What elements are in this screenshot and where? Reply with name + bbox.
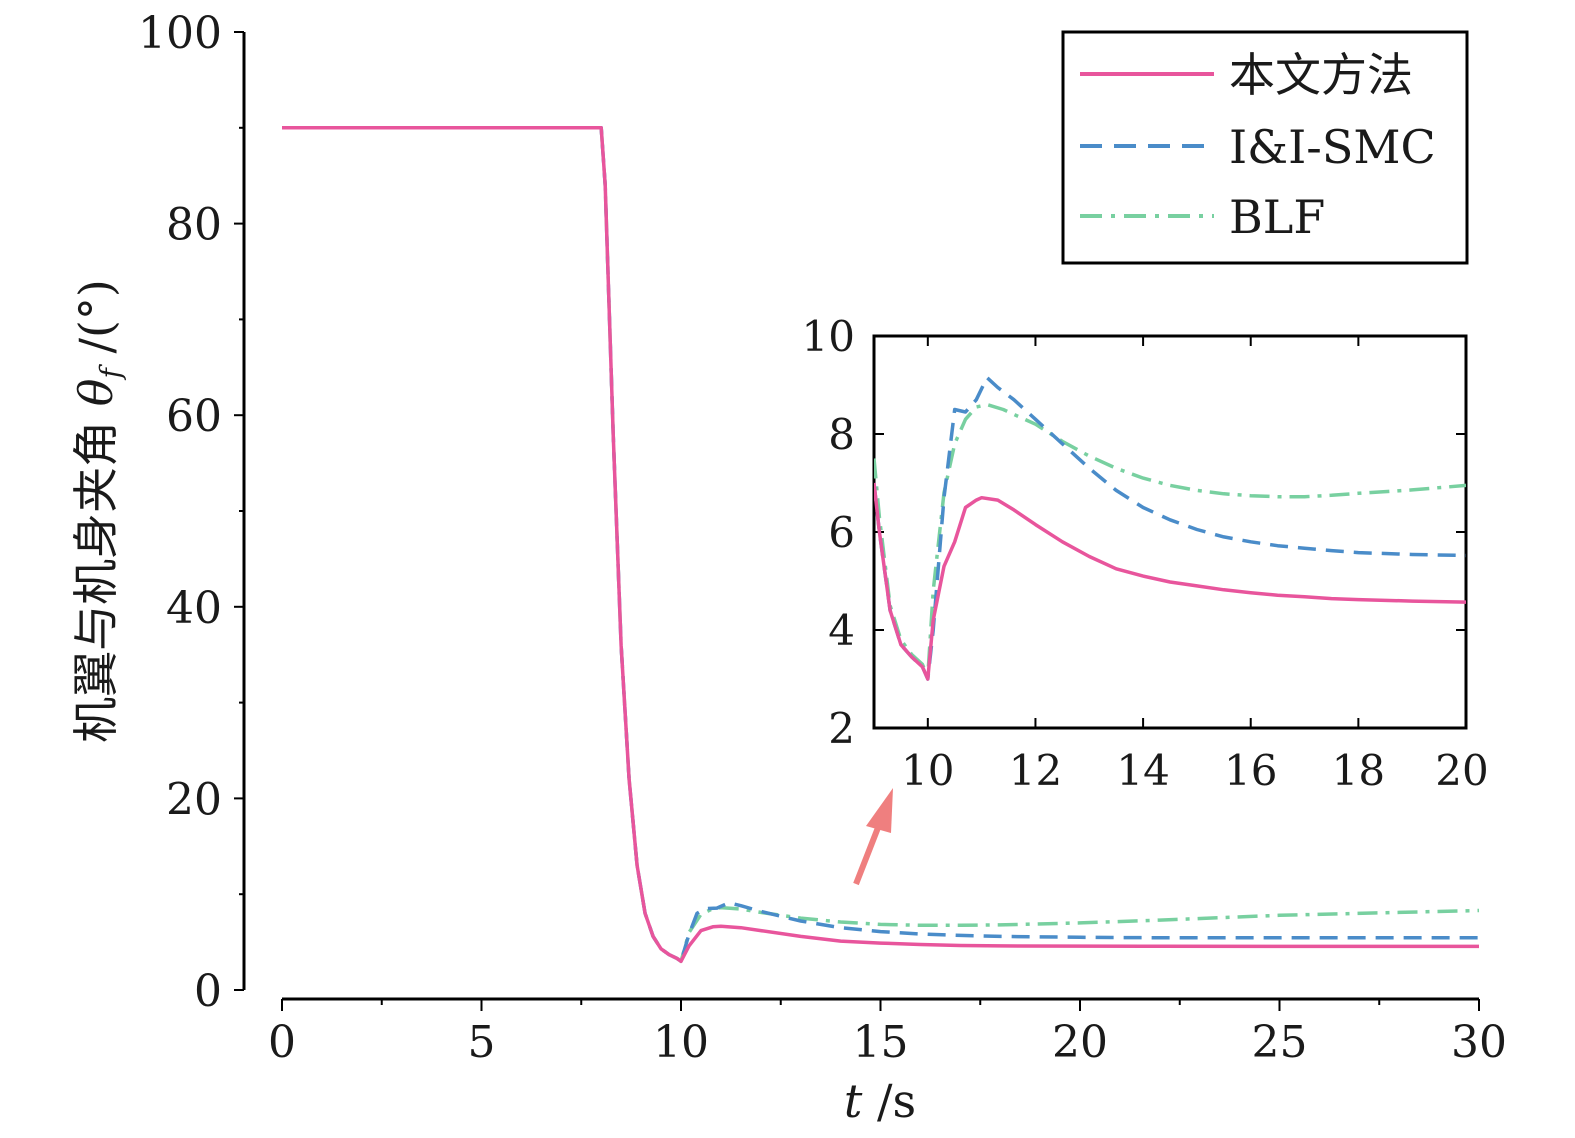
main-x-tick-label: 15 (853, 1017, 909, 1068)
main-y-tick-label: 40 (166, 583, 222, 634)
inset-x-tick-label: 18 (1332, 746, 1385, 795)
inset-frame (872, 334, 1468, 730)
inset: 2 4 6 8 10 10 12 14 16 18 20 (802, 312, 1489, 795)
zoom-arrow-shaft (853, 818, 884, 886)
main-x-tick-label: 30 (1451, 1017, 1507, 1068)
zoom-arrow (853, 788, 893, 886)
inset-y-tick-label: 4 (828, 606, 855, 655)
inset-x-tick-label: 16 (1224, 746, 1277, 795)
x-axis-unit: /s (862, 1074, 916, 1128)
y-axis-symbol: θ (69, 379, 123, 407)
main-series-line (282, 126, 1479, 964)
main-y-tick-label: 60 (166, 391, 222, 442)
main-y-ticks: 0 20 40 60 80 100 (138, 8, 244, 1017)
x-axis-symbol: t (844, 1074, 863, 1128)
y-axis-suffix: /(°) (69, 279, 123, 368)
main-x-tick-label: 25 (1252, 1017, 1308, 1068)
x-axis-title: t /s (844, 1074, 916, 1128)
legend-label-3: BLF (1229, 190, 1325, 244)
zoom-arrow-head (866, 788, 893, 833)
main-x-tick-label: 5 (468, 1017, 496, 1068)
inset-series-line (874, 375, 1466, 681)
inset-x-ticks: 10 12 14 16 18 20 (901, 336, 1489, 795)
main-y-tick-label: 20 (166, 774, 222, 825)
main-y-tick-label: 100 (138, 8, 222, 59)
y-axis-title: 机翼与机身夹角 θf /(°) (69, 279, 127, 743)
inset-y-tick-label: 10 (802, 312, 855, 361)
inset-x-tick-label: 12 (1009, 746, 1062, 795)
legend-label-1: 本文方法 (1229, 48, 1413, 102)
inset-x-tick-label: 20 (1435, 746, 1488, 795)
legend: 本文方法 I&I-SMC BLF (1061, 30, 1469, 265)
inset-x-tick-label: 14 (1116, 746, 1169, 795)
main-x-tick-label: 20 (1052, 1017, 1108, 1068)
main-x-tick-label: 10 (653, 1017, 709, 1068)
main-series-line (282, 126, 1479, 964)
legend-label-2: I&I-SMC (1229, 120, 1436, 174)
inset-y-ticks: 2 4 6 8 10 (802, 312, 1466, 753)
inset-y-tick-label: 8 (828, 410, 855, 459)
main-series-group (282, 126, 1480, 964)
inset-series-line (874, 482, 1466, 681)
inset-series-group (874, 375, 1466, 681)
inset-y-tick-label: 2 (828, 704, 855, 753)
main-y-tick-label: 80 (166, 200, 222, 251)
main-y-tick-label: 0 (194, 966, 222, 1017)
y-axis-prefix: 机翼与机身夹角 (69, 406, 123, 743)
inset-y-tick-label: 6 (828, 508, 855, 557)
main-x-ticks: 0 5 10 15 20 25 30 (268, 999, 1507, 1068)
main-x-tick-label: 0 (268, 1017, 296, 1068)
inset-series-line (874, 402, 1466, 679)
inset-x-tick-label: 10 (901, 746, 954, 795)
